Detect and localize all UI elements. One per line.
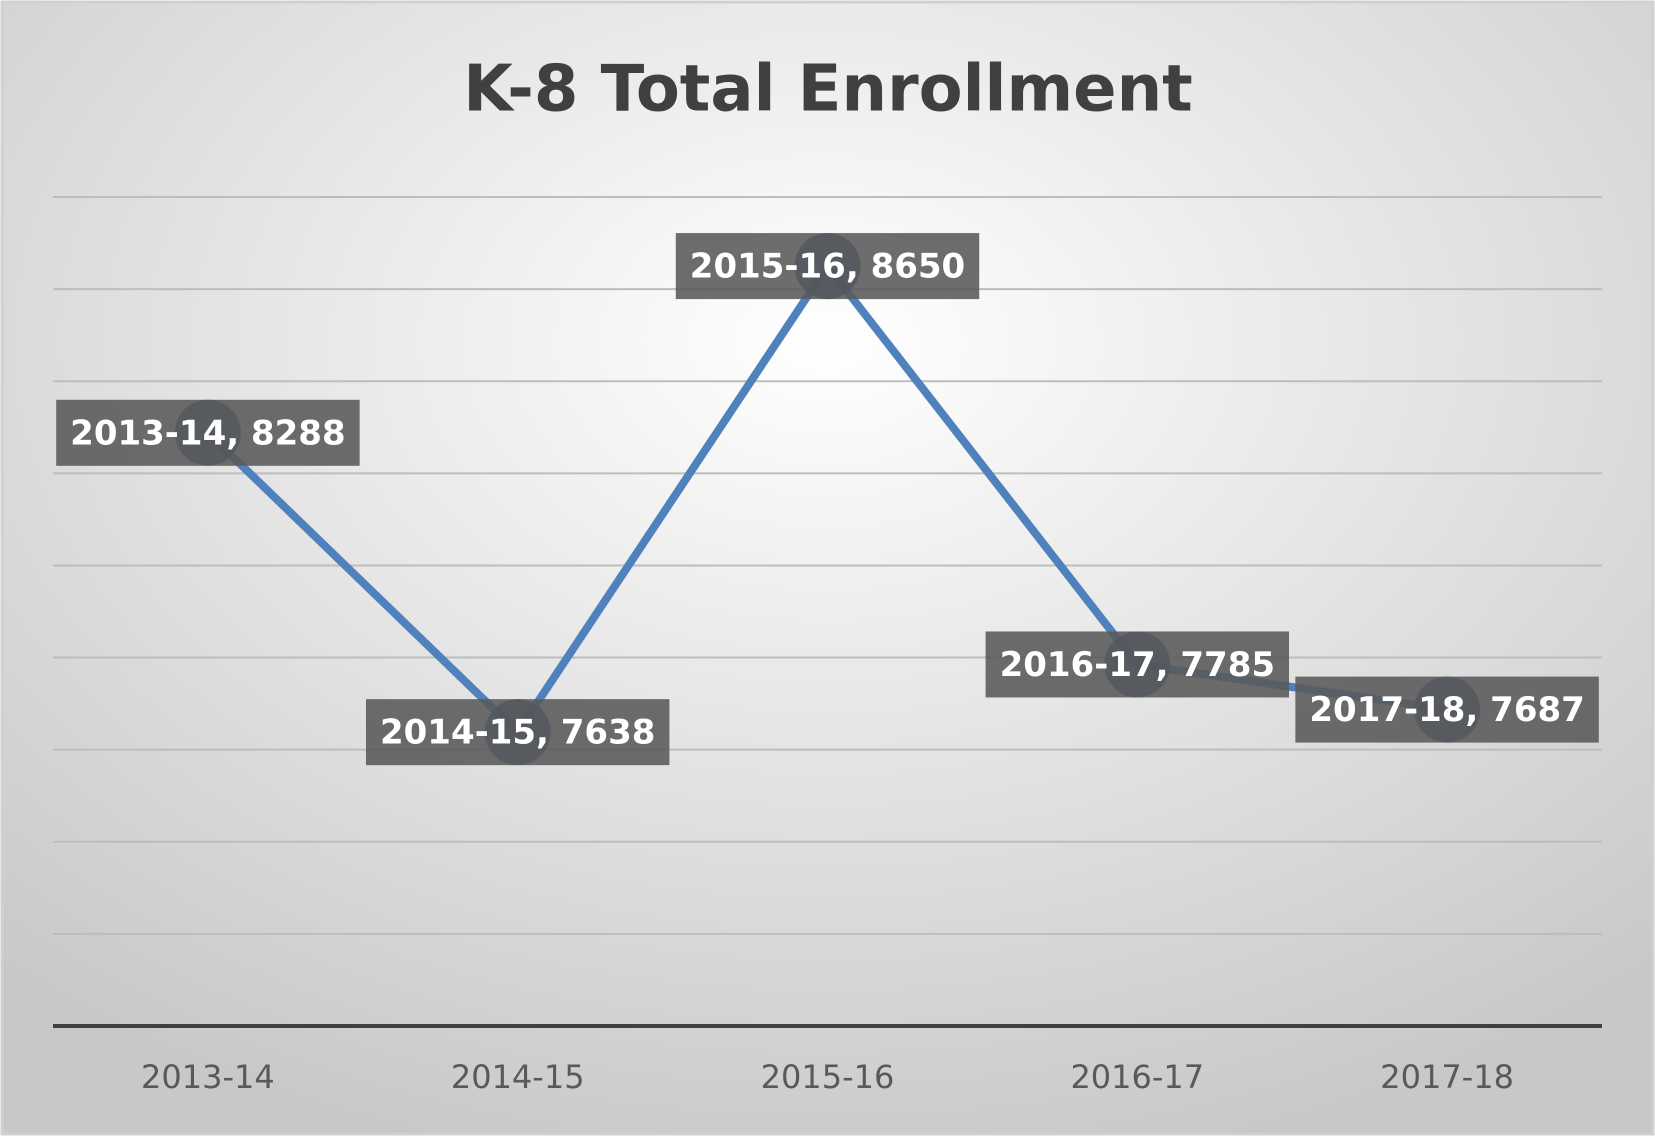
data-label-text: 2017-18, 7687	[1309, 690, 1584, 730]
data-label-text: 2014-15, 7638	[380, 713, 655, 753]
x-tick-label: 2015-16	[761, 1058, 895, 1096]
data-label-text: 2013-14, 8288	[70, 413, 345, 453]
data-label-text: 2015-16, 8650	[690, 247, 965, 287]
data-label: 2016-17, 7785	[985, 631, 1290, 698]
data-label: 2014-15, 7638	[365, 699, 670, 766]
data-label-box	[1295, 676, 1599, 743]
x-axis: 2013-14 2014-15 2015-16 2016-17 2017-18	[141, 1058, 1514, 1096]
x-tick-label: 2016-17	[1070, 1058, 1204, 1096]
data-label-box	[365, 699, 670, 766]
chart-title: K-8 Total Enrollment	[463, 53, 1192, 127]
data-label-box	[56, 399, 360, 466]
data-label: 2017-18, 7687	[1295, 676, 1599, 743]
data-label: 2013-14, 8288	[56, 399, 360, 466]
x-tick-label: 2013-14	[141, 1058, 275, 1096]
x-tick-label: 2017-18	[1380, 1058, 1514, 1096]
data-label-text: 2016-17, 7785	[1000, 645, 1275, 685]
data-label-box	[675, 233, 980, 300]
data-label: 2015-16, 8650	[675, 233, 980, 300]
x-tick-label: 2014-15	[451, 1058, 585, 1096]
data-labels: 2013-14, 8288 2014-15, 7638 2015-16, 8650 2…	[56, 233, 1599, 766]
data-label-box	[985, 631, 1290, 698]
